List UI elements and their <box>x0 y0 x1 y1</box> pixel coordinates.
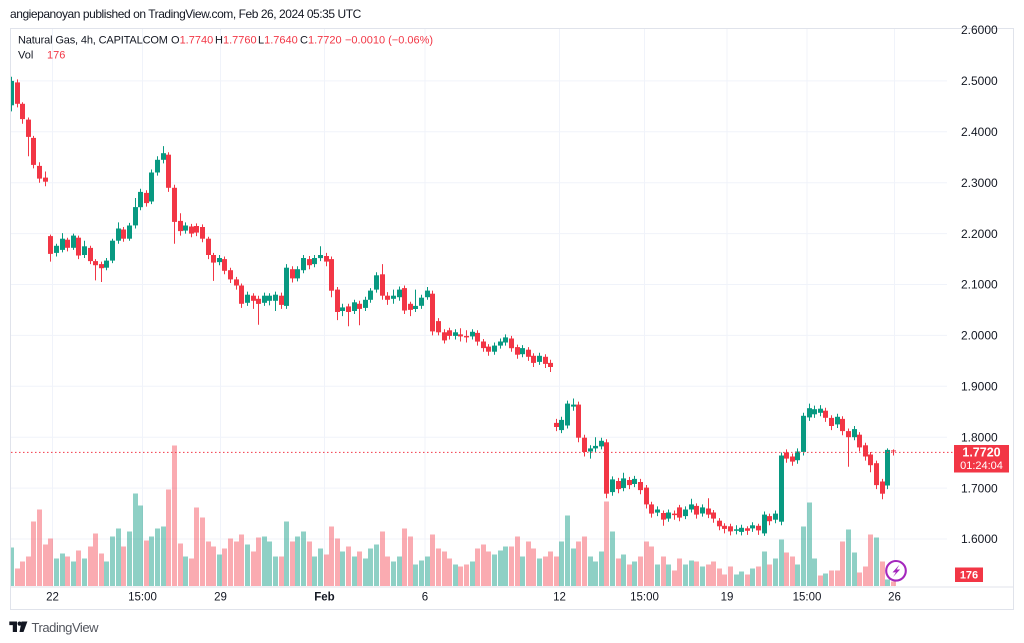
svg-text:1.6000: 1.6000 <box>961 532 998 546</box>
svg-text:26: 26 <box>888 592 901 604</box>
svg-text:01:24:04: 01:24:04 <box>960 460 1003 472</box>
svg-text:2.5000: 2.5000 <box>961 74 998 88</box>
svg-text:L1.7640: L1.7640 <box>258 35 298 47</box>
svg-text:2.4000: 2.4000 <box>961 125 998 139</box>
svg-text:176: 176 <box>47 50 65 62</box>
svg-text:1.7720: 1.7720 <box>962 446 1000 460</box>
svg-text:19: 19 <box>721 592 734 604</box>
svg-text:Natural Gas, 4h, CAPITALCOM: Natural Gas, 4h, CAPITALCOM <box>18 35 168 47</box>
svg-text:H1.7760: H1.7760 <box>215 35 257 47</box>
svg-text:1.9000: 1.9000 <box>961 380 998 394</box>
svg-text:angiepanoyan published on Trad: angiepanoyan published on TradingView.co… <box>10 7 362 21</box>
svg-text:C1.7720: C1.7720 <box>300 35 342 47</box>
svg-text:2.2000: 2.2000 <box>961 227 998 241</box>
svg-text:O1.7740: O1.7740 <box>171 35 213 47</box>
svg-text:TradingView: TradingView <box>32 620 100 635</box>
svg-text:29: 29 <box>214 592 227 604</box>
svg-text:15:00: 15:00 <box>630 592 659 604</box>
svg-text:2.1000: 2.1000 <box>961 278 998 292</box>
svg-text:6: 6 <box>422 592 428 604</box>
svg-text:Feb: Feb <box>314 592 334 604</box>
svg-text:2.3000: 2.3000 <box>961 176 998 190</box>
svg-text:−0.0010 (−0.06%): −0.0010 (−0.06%) <box>345 35 433 47</box>
svg-text:2.0000: 2.0000 <box>961 329 998 343</box>
svg-text:1.7000: 1.7000 <box>961 481 998 495</box>
svg-text:2.6000: 2.6000 <box>961 23 998 37</box>
svg-text:22: 22 <box>46 592 59 604</box>
svg-text:15:00: 15:00 <box>128 592 157 604</box>
svg-text:176: 176 <box>960 570 978 582</box>
svg-text:12: 12 <box>553 592 566 604</box>
svg-text:15:00: 15:00 <box>793 592 822 604</box>
svg-text:Vol: Vol <box>18 50 33 62</box>
svg-text:1.8000: 1.8000 <box>961 430 998 444</box>
